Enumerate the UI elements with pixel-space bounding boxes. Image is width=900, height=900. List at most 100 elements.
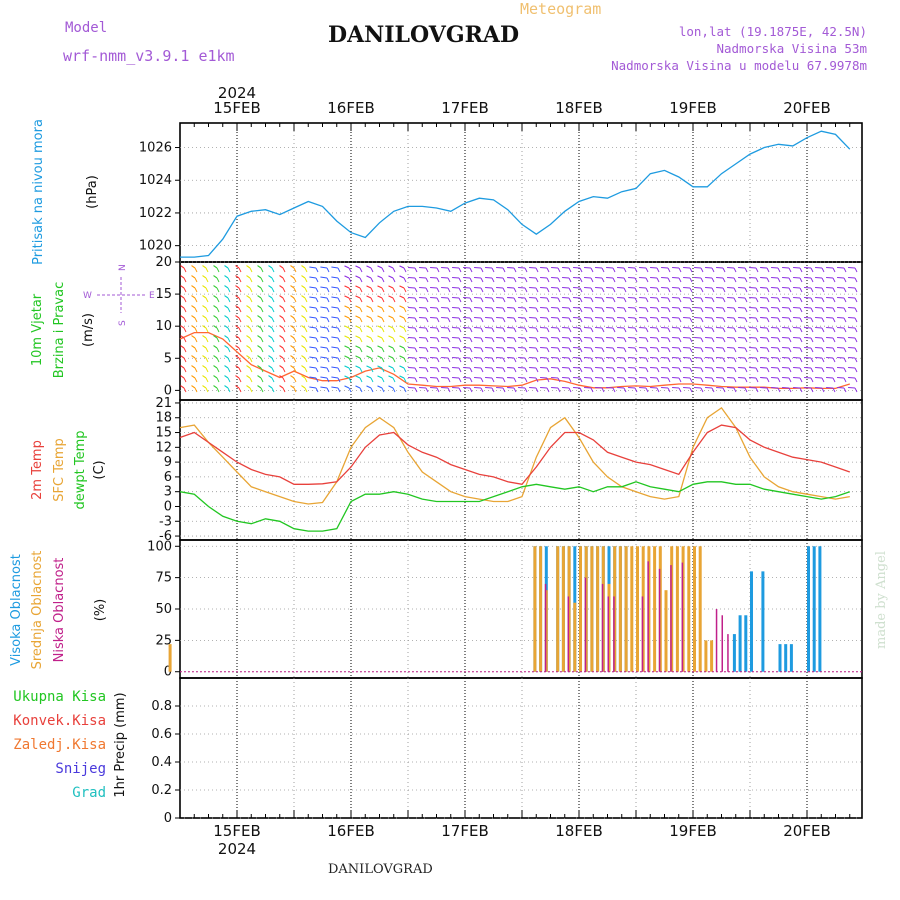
wind-barb — [804, 346, 812, 349]
wind-barb-flag — [788, 267, 792, 273]
wind-barb — [793, 336, 801, 339]
wind-barb — [837, 296, 845, 299]
wind-barb-flag — [458, 337, 462, 343]
wind-barb-flag — [425, 337, 429, 343]
wind-barb — [771, 266, 779, 269]
wind-barb — [331, 296, 339, 299]
wind-barb — [551, 366, 559, 369]
wind-barb — [419, 336, 427, 339]
wind-barb-flag — [491, 367, 495, 373]
wind-barb-flag — [183, 367, 187, 373]
wind-barb-flag — [249, 307, 253, 313]
wind-barb-flag — [711, 387, 715, 393]
wind-barb-flag — [337, 267, 341, 273]
wind-barb-flag — [392, 287, 396, 293]
wind-barb — [694, 276, 702, 279]
wind-barb-flag — [755, 337, 759, 343]
wind-barb — [738, 296, 746, 299]
wind-barb — [268, 275, 273, 279]
wind-barb — [485, 336, 493, 339]
wind-barb-flag — [601, 367, 605, 373]
wind-barb-flag — [491, 297, 495, 303]
wind-barb — [705, 266, 713, 269]
wind-barb — [388, 375, 394, 379]
wind-barb-flag — [799, 327, 803, 333]
wind-barb — [344, 275, 350, 279]
pressure-axis-label: Pritisak na nivou mora — [31, 119, 46, 265]
wind-barb-flag — [238, 297, 242, 303]
wind-barb-flag — [513, 297, 517, 303]
wind-barb-flag — [645, 317, 649, 323]
wind-barb — [213, 345, 218, 349]
wind-barb — [661, 316, 669, 319]
wind-barb — [320, 386, 328, 389]
wind-barb-flag — [447, 357, 451, 363]
wind-barb-flag — [777, 367, 781, 373]
wind-barb — [224, 295, 229, 299]
wind-barb — [848, 376, 856, 379]
high_cloud_late-bar — [750, 571, 753, 672]
wind-barb-flag — [832, 317, 836, 323]
wind-axis-label: 10m Vjetar — [30, 293, 45, 366]
wind-barb-flag — [854, 337, 858, 343]
wind-barb — [452, 346, 460, 349]
wind-barb — [661, 266, 669, 269]
wind-barb-flag — [183, 277, 187, 283]
wind-barb — [529, 316, 537, 319]
wind-barb — [408, 366, 416, 369]
wind-barb-flag — [227, 367, 231, 373]
wind-barb — [617, 266, 625, 269]
wind-barb-flag — [491, 267, 495, 273]
wind-barb-flag — [425, 317, 429, 323]
wind-barb — [191, 325, 196, 329]
wind-barb-flag — [645, 267, 649, 273]
wind-barb — [606, 376, 614, 379]
wind-barb — [202, 315, 207, 319]
wind-barb-flag — [744, 277, 748, 283]
wind-barb — [399, 285, 405, 289]
wind-barb — [705, 336, 713, 339]
wind-barb-flag — [810, 337, 814, 343]
wind-barb-flag — [788, 287, 792, 293]
wind-barb — [705, 306, 713, 309]
wind-barb — [268, 345, 273, 349]
wind-barb-flag — [315, 367, 319, 373]
wind-barb — [694, 316, 702, 319]
wind-barb-flag — [711, 367, 715, 373]
wind-barb-flag — [227, 387, 231, 393]
wind-barb-flag — [700, 327, 704, 333]
wind-barb-flag — [755, 267, 759, 273]
mid_cloud-bar — [624, 546, 628, 672]
wind-barb-flag — [205, 357, 209, 363]
mid_cloud-bar — [653, 546, 657, 672]
wind-barb — [727, 316, 735, 319]
wind-barb — [738, 356, 746, 359]
wind-barb-flag — [832, 327, 836, 333]
wind-barb — [355, 385, 361, 389]
wind-barb-flag — [502, 317, 506, 323]
wind-barb-flag — [436, 297, 440, 303]
wind-barb-flag — [579, 287, 583, 293]
wind-barb-flag — [755, 297, 759, 303]
wind-barb — [355, 325, 361, 329]
wind-barb — [826, 266, 834, 269]
wind-barb-flag — [348, 297, 352, 303]
wind-barb-flag — [667, 267, 671, 273]
wind-barb — [202, 385, 207, 389]
wind-barb-flag — [711, 267, 715, 273]
wind-barb — [399, 305, 405, 309]
wind-barb-flag — [711, 307, 715, 313]
wind-barb — [399, 315, 405, 319]
wind-barb-flag — [205, 277, 209, 283]
wind-barb — [606, 316, 614, 319]
wind-barb-flag — [315, 337, 319, 343]
wind-barb-flag — [777, 377, 781, 383]
wind-barb-flag — [678, 367, 682, 373]
wind-barb — [202, 335, 207, 339]
wind-barb-flag — [513, 287, 517, 293]
wind-barb-flag — [293, 357, 297, 363]
mid_cloud-bar — [704, 640, 708, 672]
wind-barb — [661, 336, 669, 339]
wind-barb — [529, 376, 537, 379]
wind-barb — [540, 306, 548, 309]
